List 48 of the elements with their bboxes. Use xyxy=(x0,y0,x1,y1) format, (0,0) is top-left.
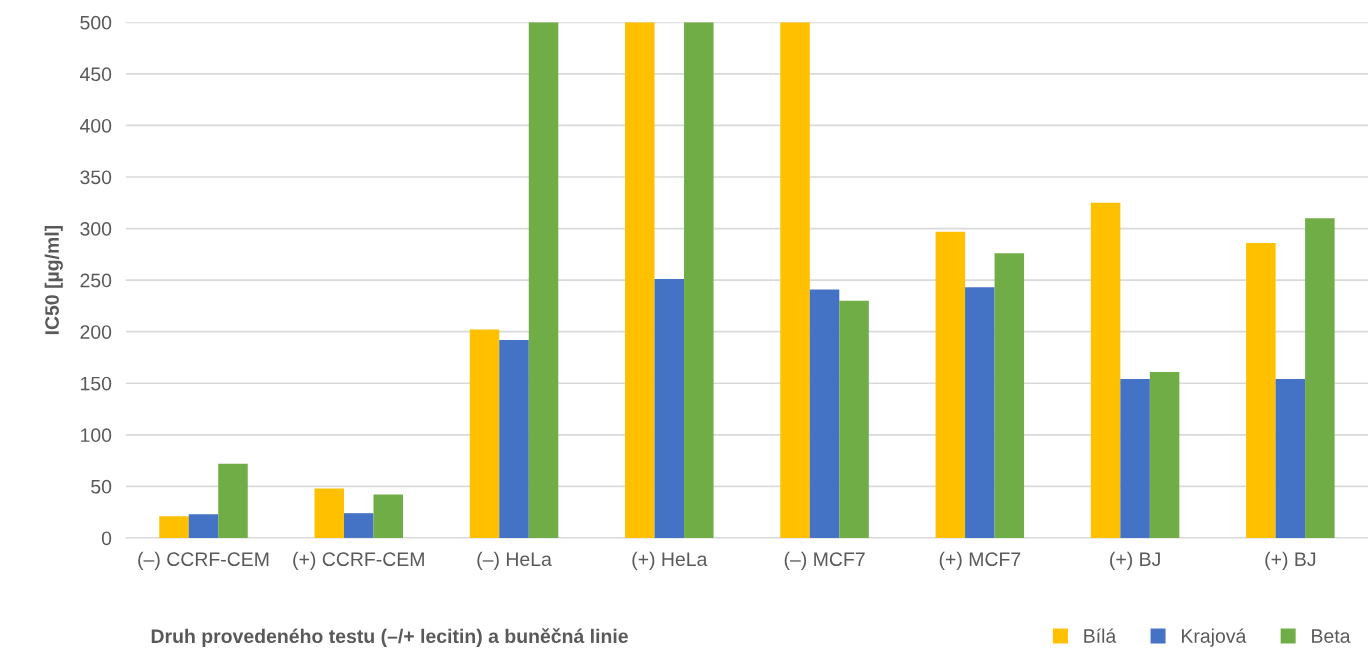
bar xyxy=(809,289,840,538)
y-tick-label: 0 xyxy=(101,531,112,546)
y-tick-label: 350 xyxy=(80,170,112,185)
bar xyxy=(1149,371,1180,538)
bar xyxy=(654,279,685,538)
x-tick-label: (+) BJ xyxy=(1110,551,1160,570)
bar xyxy=(994,253,1025,538)
x-tick-label: (+) HeLa xyxy=(632,551,708,570)
bar xyxy=(314,488,345,538)
bar xyxy=(528,22,559,538)
x-tick-label: (–) HeLa xyxy=(477,551,552,570)
y-axis-title: IC50 [µg/ml] xyxy=(44,225,63,335)
bar xyxy=(159,516,189,538)
bar xyxy=(344,513,374,538)
bar xyxy=(1120,379,1150,538)
bar xyxy=(1090,202,1121,538)
x-tick-label: (+) BJ xyxy=(1265,551,1316,570)
bar xyxy=(965,287,995,538)
bar xyxy=(684,22,714,538)
bar xyxy=(839,300,869,538)
legend-label: Bílá xyxy=(1084,628,1117,643)
bar xyxy=(218,463,248,538)
y-tick-label: 450 xyxy=(79,67,112,82)
x-tick-label: (–) CCRF-CEM xyxy=(138,551,269,570)
bar xyxy=(780,22,810,538)
y-tick-label: 400 xyxy=(79,118,112,133)
bar xyxy=(188,514,219,538)
bar xyxy=(469,329,500,538)
y-tick-label: 250 xyxy=(80,273,112,288)
legend-label: Krajová xyxy=(1182,628,1247,647)
bar xyxy=(499,339,529,538)
bar xyxy=(625,22,655,538)
x-tick-label: (+) CCRF-CEM xyxy=(293,551,424,570)
bar xyxy=(1246,242,1276,538)
y-tick-label: 500 xyxy=(80,15,112,30)
bar xyxy=(373,494,404,538)
y-tick-label: 100 xyxy=(81,428,112,443)
y-tick-label: 300 xyxy=(80,222,112,236)
bar xyxy=(1305,218,1335,538)
y-tick-label: 50 xyxy=(91,479,112,494)
x-axis-title: Druh provedeného testu (–/+ lecitin) a buněčná linie xyxy=(151,628,628,647)
bar xyxy=(1275,379,1306,538)
x-tick-label: (–) MCF7 xyxy=(784,551,865,570)
y-tick-label: 150 xyxy=(81,376,112,391)
bar xyxy=(935,231,966,538)
legend-label: Beta xyxy=(1312,629,1351,643)
y-tick-label: 200 xyxy=(80,325,112,339)
x-tick-label: (+) MCF7 xyxy=(939,551,1021,570)
